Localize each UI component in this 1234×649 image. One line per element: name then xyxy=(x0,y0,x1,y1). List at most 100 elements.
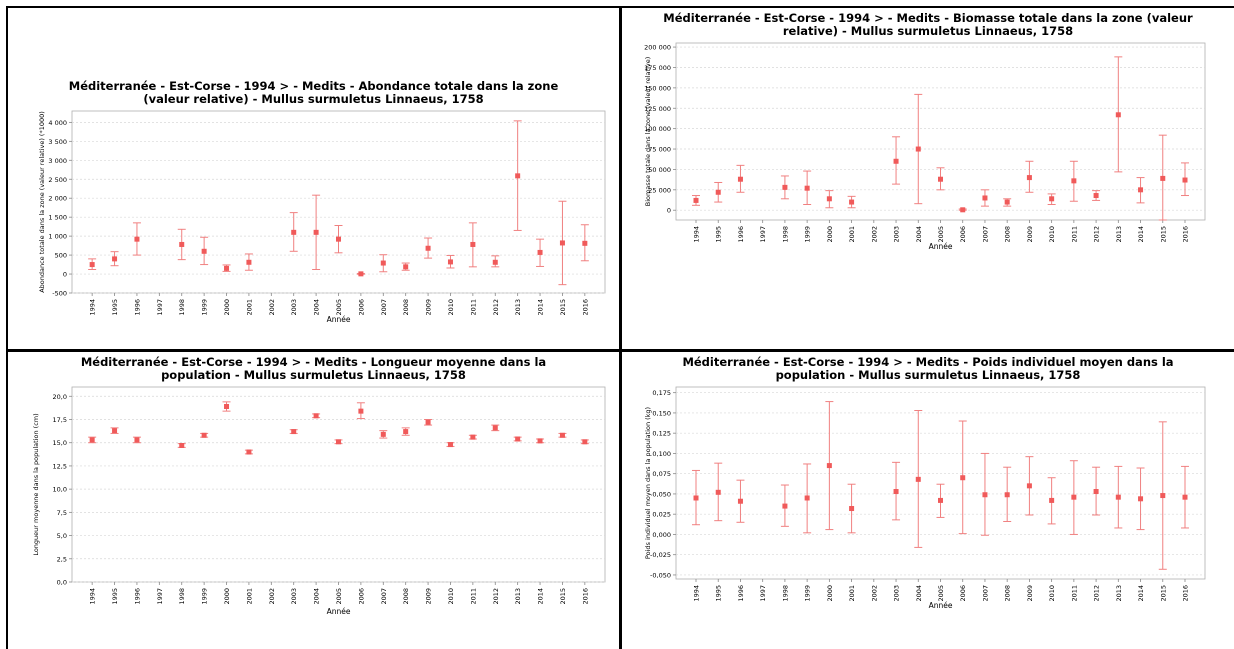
x-tick-label: 1994 xyxy=(693,585,701,602)
abondance-chart-panel: Méditerranée - Est-Corse - 1994 > - Medi… xyxy=(8,8,619,349)
y-tick-label: 0,175 xyxy=(652,389,671,397)
data-point xyxy=(515,173,521,179)
data-point xyxy=(224,265,230,271)
x-tick-label: 2008 xyxy=(1004,226,1012,243)
y-tick-label: 0,0 xyxy=(57,579,67,587)
y-tick-label: 2 000 xyxy=(48,195,67,203)
data-point xyxy=(1160,175,1166,181)
x-tick-label: 2005 xyxy=(335,299,343,316)
x-tick-label: 1994 xyxy=(89,588,97,605)
y-tick-label: 3 000 xyxy=(48,157,67,165)
y-tick-label: 0,050 xyxy=(652,490,671,498)
data-point xyxy=(1182,494,1188,500)
plot-area xyxy=(71,386,606,583)
data-point xyxy=(1026,483,1032,489)
x-tick-label: 1997 xyxy=(759,226,767,243)
y-tick-label: 125 000 xyxy=(644,105,671,113)
x-axis-label: Année xyxy=(929,601,953,610)
data-point xyxy=(134,236,140,242)
x-tick-label: 2015 xyxy=(1159,585,1167,602)
y-tick-label: 10,0 xyxy=(53,486,67,494)
chart-title-line1: Méditerranée - Est-Corse - 1994 > - Medi… xyxy=(682,355,1173,369)
data-point xyxy=(201,432,207,438)
x-tick-label: 2003 xyxy=(893,226,901,243)
data-point xyxy=(447,442,453,448)
data-point xyxy=(1049,497,1055,503)
x-tick-label: 1998 xyxy=(781,226,789,243)
data-point xyxy=(1138,187,1144,193)
data-point xyxy=(737,498,743,504)
data-point xyxy=(112,256,118,262)
data-point xyxy=(849,199,855,205)
x-tick-label: 1998 xyxy=(178,299,186,316)
x-tick-label: 2000 xyxy=(826,585,834,602)
x-tick-label: 1999 xyxy=(201,299,209,316)
data-point xyxy=(492,259,498,265)
frame-left xyxy=(6,6,8,649)
x-tick-label: 2006 xyxy=(959,585,967,602)
plot-area xyxy=(675,386,1206,580)
data-point xyxy=(737,176,743,182)
x-tick-label: 1995 xyxy=(715,226,723,243)
x-tick-label: 2011 xyxy=(469,588,477,605)
y-tick-label: 25 000 xyxy=(648,186,671,194)
x-tick-label: 2000 xyxy=(223,588,231,605)
x-axis-label: Année xyxy=(327,607,351,616)
data-point xyxy=(112,428,118,434)
data-point xyxy=(380,431,386,437)
chart-title-line1: Méditerranée - Est-Corse - 1994 > - Medi… xyxy=(81,355,546,369)
data-point xyxy=(358,408,364,414)
data-point xyxy=(1160,493,1166,499)
data-point xyxy=(179,241,185,247)
data-point xyxy=(425,245,431,251)
x-tick-label: 2012 xyxy=(1093,585,1101,602)
x-axis-label: Année xyxy=(327,315,351,324)
x-tick-label: 1996 xyxy=(737,585,745,602)
data-point xyxy=(938,497,943,503)
x-tick-label: 1996 xyxy=(133,588,141,605)
data-point xyxy=(1004,492,1010,498)
y-tick-label: 175 000 xyxy=(644,64,671,72)
y-tick-label: 0,100 xyxy=(652,450,671,458)
data-point xyxy=(470,241,476,247)
y-axis-label: Longueur moyenne dans la population (cm) xyxy=(32,413,40,555)
x-tick-label: 1995 xyxy=(111,299,119,316)
plot-area xyxy=(71,110,606,294)
x-tick-label: 2001 xyxy=(245,299,253,316)
y-tick-label: 75 000 xyxy=(648,146,671,154)
x-tick-label: 2010 xyxy=(1048,226,1056,243)
y-tick-label: 500 xyxy=(55,252,67,260)
poids-chart-panel: Méditerranée - Est-Corse - 1994 > - Medi… xyxy=(622,352,1234,649)
x-tick-label: 1997 xyxy=(156,588,164,605)
y-tick-label: 200 000 xyxy=(644,44,671,52)
x-tick-label: 2006 xyxy=(357,299,365,316)
x-tick-label: 1998 xyxy=(178,588,186,605)
x-tick-label: 1996 xyxy=(133,299,141,316)
x-tick-label: 2004 xyxy=(313,299,321,316)
x-tick-label: 2010 xyxy=(447,588,455,605)
plot-area xyxy=(675,42,1206,221)
x-tick-label: 2001 xyxy=(848,226,856,243)
y-tick-label: 7,5 xyxy=(57,509,67,517)
data-point xyxy=(1115,112,1121,118)
x-tick-label: 2014 xyxy=(537,588,545,605)
x-axis-label: Année xyxy=(929,242,953,251)
y-tick-label: 2 500 xyxy=(48,176,67,184)
x-tick-label: 1999 xyxy=(804,585,812,602)
data-point xyxy=(893,489,899,495)
data-point xyxy=(693,495,699,501)
y-tick-label: 100 000 xyxy=(644,125,671,133)
data-point xyxy=(246,259,252,265)
x-tick-label: 2010 xyxy=(1048,585,1056,602)
longueur-chart-svg: Méditerranée - Est-Corse - 1994 > - Medi… xyxy=(32,355,606,616)
poids-chart-svg: Méditerranée - Est-Corse - 1994 > - Medi… xyxy=(644,355,1206,610)
data-point xyxy=(358,271,364,277)
data-point xyxy=(915,476,921,482)
data-point xyxy=(224,404,230,409)
x-tick-label: 1995 xyxy=(715,585,723,602)
y-tick-label: 0 xyxy=(667,207,671,215)
y-tick-label: -0,050 xyxy=(650,571,671,579)
chart-title-line2: population - Mullus surmuletus Linnaeus,… xyxy=(776,368,1081,382)
x-tick-label: 2007 xyxy=(380,299,388,316)
x-tick-label: 1997 xyxy=(759,585,767,602)
